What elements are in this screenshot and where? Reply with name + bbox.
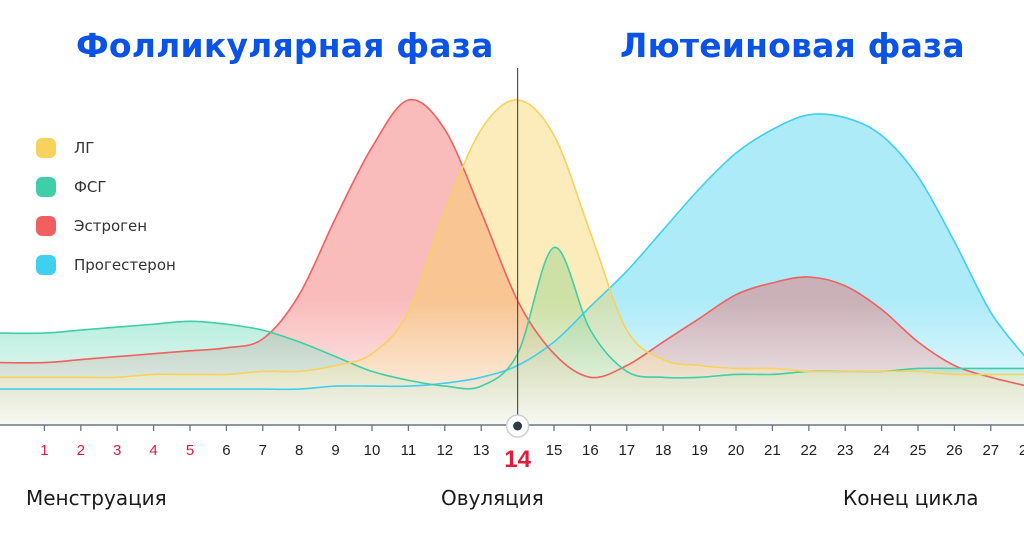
x-tick-label-24: 24: [873, 442, 890, 459]
series-line-progesterone: [0, 113, 1024, 391]
x-tick-label-13: 13: [473, 442, 490, 459]
x-tick-label-11: 11: [401, 442, 417, 459]
legend-item-progesterone: Прогестерон: [36, 245, 176, 284]
series-line-estrogen: [0, 98, 1024, 387]
x-tick-label-23: 23: [837, 442, 854, 459]
x-tick-label-20: 20: [728, 442, 745, 459]
ovulation-label: Овуляция: [441, 486, 544, 510]
x-tick-label-10: 10: [364, 442, 381, 459]
legend-label-estrogen: Эстроген: [74, 216, 148, 235]
x-tick-label-25: 25: [910, 442, 927, 459]
legend-label-progesterone: Прогестерон: [74, 255, 176, 274]
legend-label-fsh: ФСГ: [74, 177, 107, 196]
legend-label-lh: ЛГ: [74, 138, 95, 157]
x-tick-label-22: 22: [800, 442, 817, 459]
x-tick-label-17: 17: [618, 442, 635, 459]
x-tick-label-16: 16: [582, 442, 599, 459]
series-line-lh: [0, 99, 1024, 379]
x-tick-label-19: 19: [691, 442, 708, 459]
menstruation-label: Менструация: [26, 486, 167, 510]
x-tick-label-7: 7: [259, 442, 267, 459]
legend-item-fsh: ФСГ: [36, 167, 176, 206]
x-tick-label-18: 18: [655, 442, 672, 459]
x-tick-label-21: 21: [764, 442, 781, 459]
x-tick-label-28: 28: [1019, 442, 1024, 459]
x-tick-label-1: 1: [40, 442, 48, 459]
x-tick-label-12: 12: [436, 442, 453, 459]
x-tick-label-2: 2: [77, 442, 85, 459]
cycle-end-label: Конец цикла: [843, 486, 979, 510]
follicular-phase-title: Фолликулярная фаза: [76, 26, 494, 65]
legend-swatch-estrogen: [36, 215, 56, 236]
x-tick-label-27: 27: [982, 442, 999, 459]
x-tick-label-14: 14: [504, 446, 531, 473]
series-area-lh: [0, 99, 1024, 425]
x-tick-label-4: 4: [149, 442, 157, 459]
x-tick-label-9: 9: [331, 442, 339, 459]
legend-swatch-lh: [36, 137, 56, 158]
legend-swatch-progesterone: [36, 254, 56, 275]
legend-item-estrogen: Эстроген: [36, 206, 176, 245]
luteal-phase-title: Лютеиновая фаза: [620, 26, 965, 65]
legend-item-lh: ЛГ: [36, 128, 176, 167]
x-tick-label-8: 8: [295, 442, 303, 459]
x-tick-label-26: 26: [946, 442, 963, 459]
chart-legend: ЛГ ФСГ Эстроген Прогестерон: [36, 128, 176, 284]
ovulation-marker[interactable]: [505, 414, 530, 438]
x-tick-label-5: 5: [186, 442, 194, 459]
x-tick-label-6: 6: [222, 442, 230, 459]
legend-swatch-fsh: [36, 176, 56, 197]
x-tick-label-15: 15: [546, 442, 563, 459]
x-tick-label-3: 3: [113, 442, 121, 459]
